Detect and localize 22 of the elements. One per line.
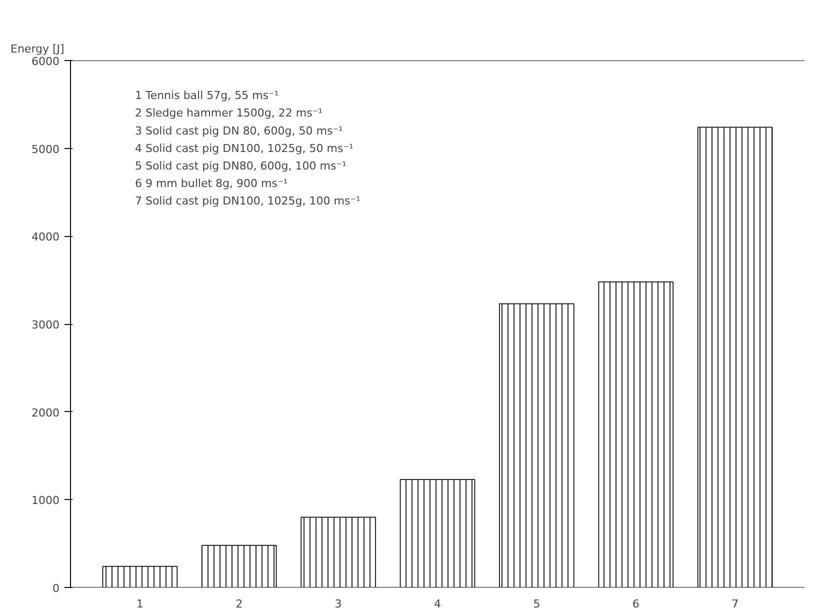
annotation: 7 Solid cast pig DN100, 1025g, 100 ms⁻¹ bbox=[134, 194, 360, 208]
x-tick-label: 4 bbox=[434, 598, 441, 610]
x-tick-label: 7 bbox=[732, 598, 739, 610]
x-tick-label: 2 bbox=[236, 598, 243, 610]
y-tick-label: 2000 bbox=[32, 406, 60, 420]
y-tick-label: 0 bbox=[52, 582, 60, 595]
x-tick-label: 3 bbox=[334, 598, 342, 610]
annotation: 4 Solid cast pig DN100, 1025g, 50 ms⁻¹ bbox=[134, 142, 354, 155]
x-tick-label: 5 bbox=[533, 598, 540, 610]
y-tick-label: 3000 bbox=[32, 318, 60, 332]
y-tick-label: 4000 bbox=[32, 230, 60, 244]
annotation: 6 9 mm bullet 8g, 900 ms⁻¹ bbox=[134, 176, 288, 190]
y-tick-label: 6000 bbox=[32, 55, 60, 68]
annotation: 3 Solid cast pig DN 80, 600g, 50 ms⁻¹ bbox=[134, 124, 343, 138]
y-axis-title: Energy [J] bbox=[10, 42, 64, 56]
annotation: 2 Sledge hammer 1500g, 22 ms⁻¹ bbox=[134, 106, 323, 120]
y-tick-label: 5000 bbox=[32, 142, 60, 156]
y-tick-label: 1000 bbox=[32, 494, 60, 508]
x-tick-label: 6 bbox=[632, 598, 640, 610]
annotation: 1 Tennis ball 57g, 55 ms⁻¹ bbox=[134, 89, 279, 102]
annotation: 5 Solid cast pig DN80, 600g, 100 ms⁻¹ bbox=[134, 159, 346, 172]
x-tick-label: 1 bbox=[136, 598, 144, 610]
